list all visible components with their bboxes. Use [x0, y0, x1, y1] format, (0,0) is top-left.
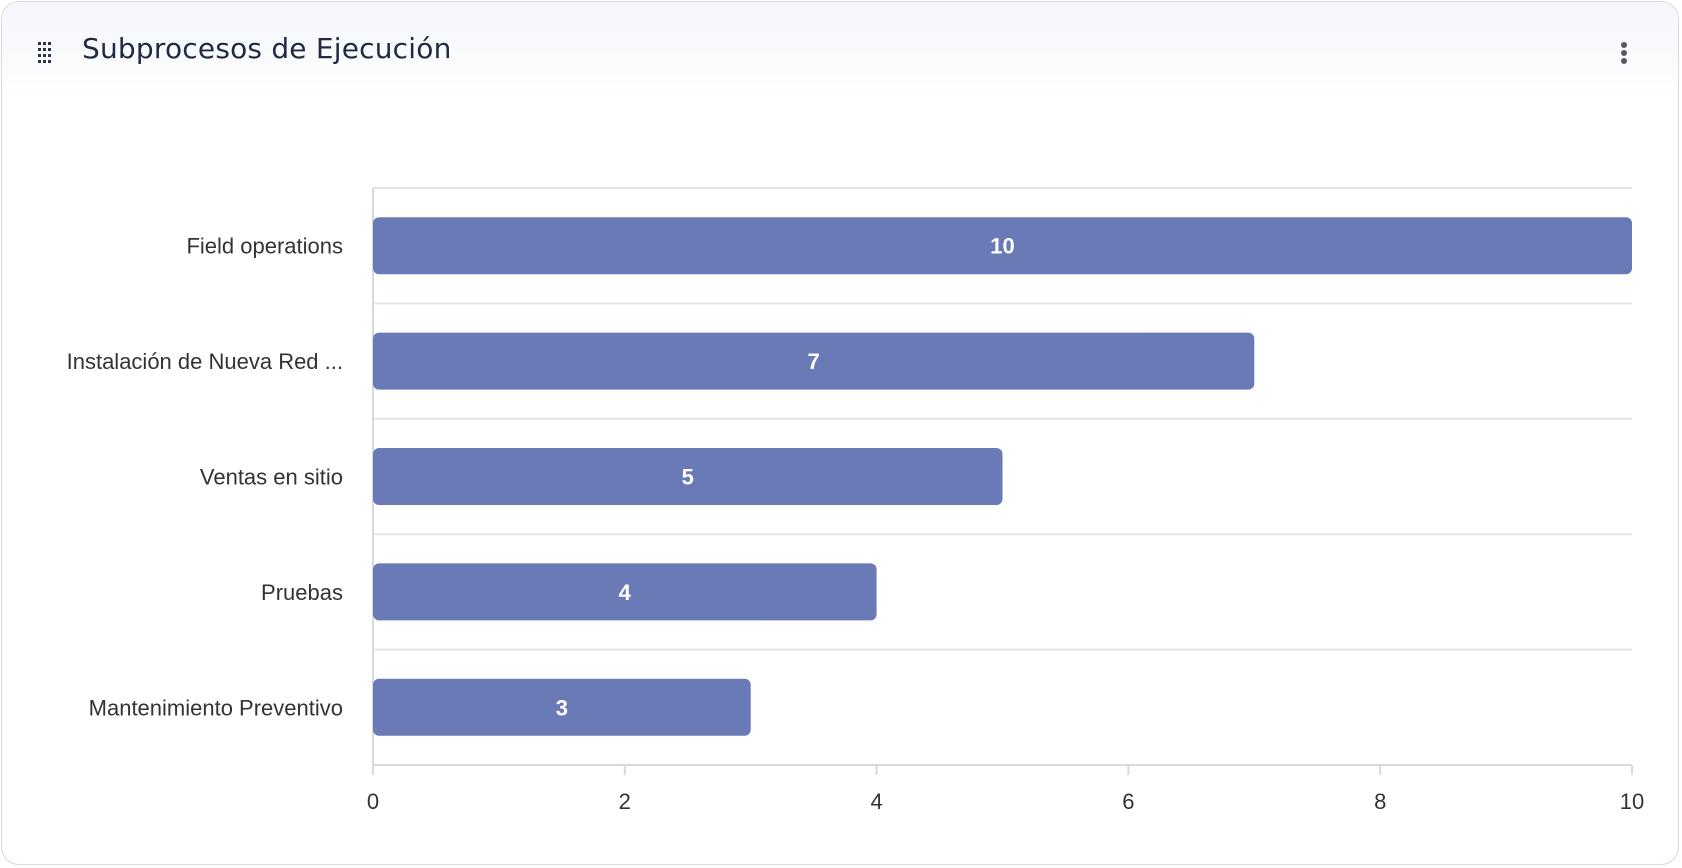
- bar-value-label: 10: [990, 234, 1014, 259]
- card-header: Subprocesos de Ejecución: [2, 2, 1678, 102]
- x-tick-label: 0: [367, 789, 379, 814]
- more-vertical-icon[interactable]: [1612, 38, 1636, 68]
- x-tick-label: 6: [1122, 789, 1134, 814]
- bar-value-label: 7: [808, 349, 820, 374]
- category-label: Field operations: [186, 234, 343, 259]
- x-tick-label: 8: [1374, 789, 1386, 814]
- bar[interactable]: [373, 332, 1255, 390]
- bar-value-label: 4: [619, 580, 632, 605]
- category-label: Instalación de Nueva Red ...: [67, 349, 343, 374]
- bar[interactable]: [373, 563, 877, 621]
- bar[interactable]: [373, 217, 1632, 275]
- drag-handle-grid-icon[interactable]: [38, 42, 56, 64]
- bar[interactable]: [373, 678, 751, 736]
- bar-value-label: 5: [682, 465, 694, 490]
- x-tick-label: 4: [870, 789, 882, 814]
- bar[interactable]: [373, 448, 1003, 505]
- category-label: Ventas en sitio: [200, 465, 343, 490]
- x-tick-label: 10: [1620, 789, 1644, 814]
- card-title: Subprocesos de Ejecución: [82, 32, 452, 65]
- x-tick-label: 2: [619, 789, 631, 814]
- category-label: Pruebas: [261, 580, 343, 605]
- category-label: Mantenimiento Preventivo: [89, 695, 343, 720]
- bar-value-label: 3: [556, 695, 568, 720]
